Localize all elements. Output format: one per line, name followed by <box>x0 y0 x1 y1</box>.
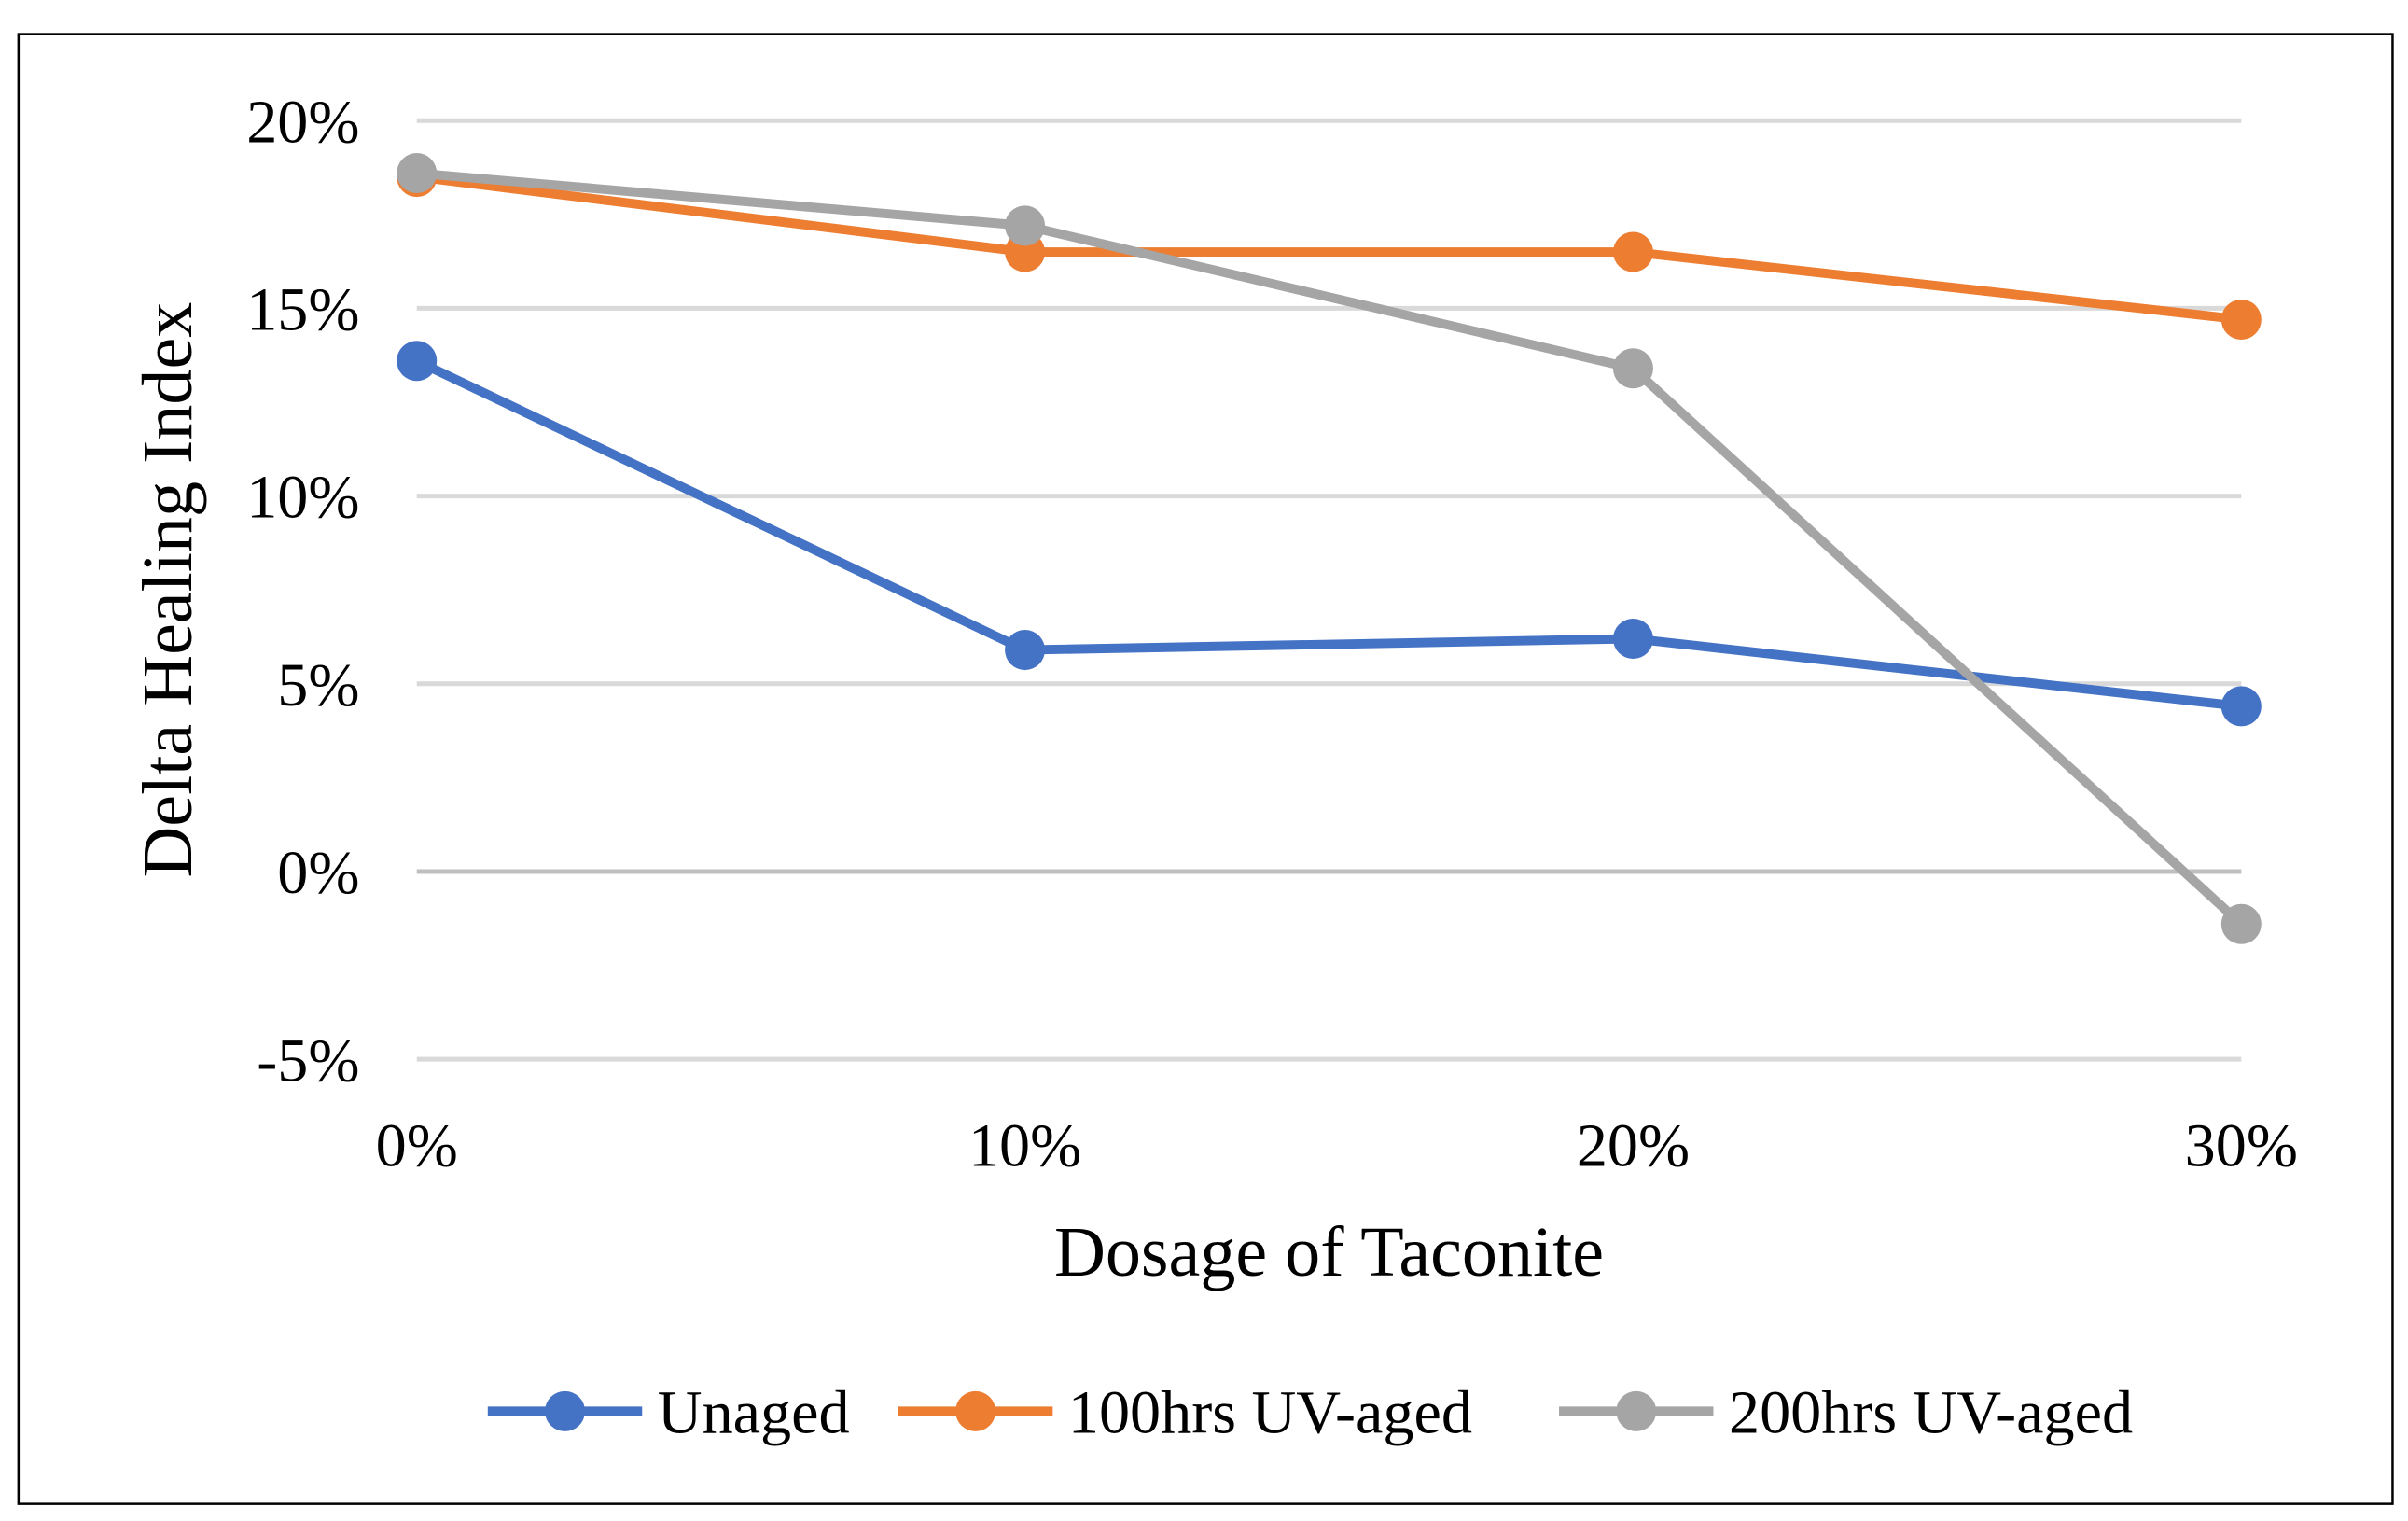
legend-item: 100hrs UV-aged <box>898 1379 1472 1447</box>
x-axis-label: Dosage of Taconite <box>1054 1213 1604 1291</box>
series-line <box>414 356 2242 711</box>
x-tick-label: 20% <box>1577 1111 1690 1179</box>
series-0 <box>397 341 2262 727</box>
data-point <box>397 153 438 194</box>
y-axis-label: Delta Healing Index <box>129 302 207 878</box>
y-axis-ticks: -5% 0% 5% 10% 15% 20% <box>246 88 359 1095</box>
chart-border <box>17 33 2394 1505</box>
y-tick-label: 20% <box>246 88 359 156</box>
y-tick-label: 0% <box>277 839 359 907</box>
series-2 <box>397 153 2262 944</box>
legend: Unaged 100hrs UV-aged 200hrs UV-aged <box>487 1379 2133 1447</box>
data-point <box>1612 231 1653 272</box>
data-point <box>2220 299 2262 340</box>
data-point <box>2220 686 2262 727</box>
x-axis-ticks: 0% 10% 20% 30% <box>376 1111 2298 1179</box>
series-lines <box>397 153 2262 944</box>
gridlines <box>416 118 2242 1062</box>
data-point <box>1005 205 1046 246</box>
x-tick-label: 0% <box>376 1111 458 1179</box>
series-line <box>416 172 2242 325</box>
data-point <box>1005 630 1046 671</box>
legend-label: 200hrs UV-aged <box>1729 1379 2133 1447</box>
data-point <box>2220 903 2262 944</box>
legend-marker <box>1616 1390 1657 1431</box>
x-tick-label: 30% <box>2185 1111 2298 1179</box>
series-line <box>416 168 2245 928</box>
y-tick-label: -5% <box>257 1026 359 1095</box>
y-tick-label: 15% <box>246 276 359 344</box>
legend-label: Unaged <box>658 1379 850 1447</box>
legend-label: 100hrs UV-aged <box>1068 1379 1472 1447</box>
y-tick-label: 10% <box>246 464 359 532</box>
legend-item: Unaged <box>487 1379 850 1447</box>
data-point <box>1612 618 1653 659</box>
legend-marker <box>545 1390 586 1431</box>
data-point <box>1612 348 1653 389</box>
legend-item: 200hrs UV-aged <box>1559 1379 2133 1447</box>
x-tick-label: 10% <box>968 1111 1081 1179</box>
y-tick-label: 5% <box>277 651 359 719</box>
legend-marker <box>955 1390 996 1431</box>
data-point <box>397 341 438 382</box>
